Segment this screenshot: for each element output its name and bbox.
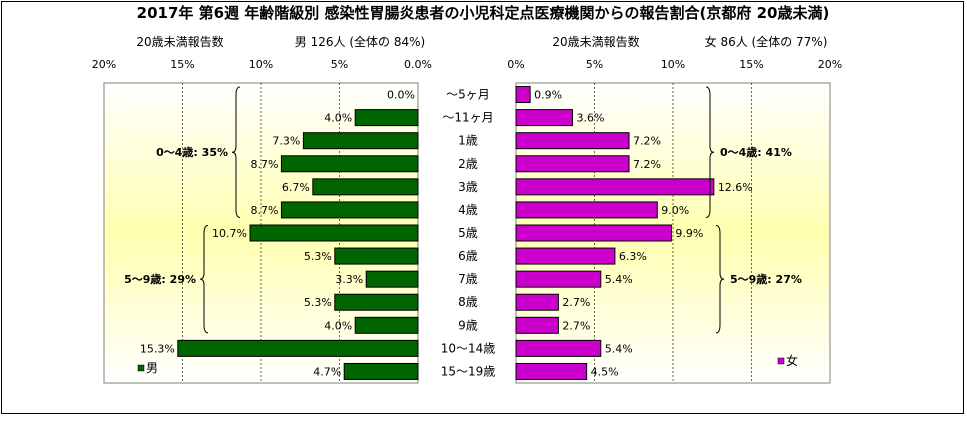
female-bar-value-label: 12.6% [718,181,753,194]
female-bar-value-label: 2.7% [562,319,590,332]
female-bar [515,339,602,357]
male-bar-value-label: 8.7% [250,204,278,217]
female-group-label: 0～4歳: 41% [720,145,792,159]
female-legend-label: 女 [786,353,798,368]
male-bar-value-label: 4.0% [324,319,352,332]
age-category-label: 9歳 [458,318,478,332]
age-category-label: 10～14歳 [441,341,496,355]
age-category-label: 15～19歳 [441,364,496,378]
female-bar [515,224,672,242]
male-bar [354,109,419,127]
female-bar-value-label: 7.2% [633,158,661,171]
female-bar [515,293,559,311]
age-category-label: 5歳 [458,226,478,240]
age-category-label: 6歳 [458,249,478,263]
male-bar [365,270,419,288]
male-bar [334,247,419,265]
female-header-count-label: 20歳未満報告数 [552,34,639,49]
male-bar [302,132,419,150]
male-legend-label: 男 [146,361,158,375]
male-group-label: 5～9歳: 29% [124,272,196,286]
age-category-label: 7歳 [458,272,478,286]
female-bar-value-label: 3.6% [577,112,605,125]
male-header-count-label: 20歳未満報告数 [136,34,223,49]
female-bar-value-label: 2.7% [562,296,590,309]
male-bar [177,339,419,357]
female-group-label: 5～9歳: 27% [730,272,802,286]
male-bar [343,362,419,380]
male-bar-value-label: 3.3% [335,273,363,286]
male-x-tick-label: 15% [170,58,194,71]
age-category-label: ～11ヶ月 [442,111,493,125]
female-bar-value-label: 5.4% [605,342,633,355]
male-group-label: 0～4歳: 35% [156,145,228,159]
male-x-tick-label: 20% [92,58,116,71]
male-bar [334,293,419,311]
male-bar [280,155,419,173]
male-x-tick-label: 10% [249,58,273,71]
age-category-label: 2歳 [458,157,478,171]
female-bar-value-label: 7.2% [633,135,661,148]
female-bar [515,362,588,380]
female-bar [515,109,574,127]
male-group-brace [199,224,209,334]
age-category-label: 8歳 [458,295,478,309]
male-x-tick-label: 5% [331,58,348,71]
male-bar-value-label: 4.7% [313,365,341,378]
chart-title: 2017年 第6週 年齢階級別 感染性胃腸炎患者の小児科定点医療機関からの報告割… [137,4,830,22]
female-bar [515,316,559,334]
female-group-brace [715,224,725,334]
male-bar-value-label: 5.3% [304,250,332,263]
male-bar [249,224,419,242]
female-x-tick-label: 15% [739,58,763,71]
female-bar [515,201,658,219]
female-x-tick-label: 20% [818,58,842,71]
male-bar [312,178,419,196]
female-header-summary: 女 86人 (全体の 77%) [705,34,828,49]
female-bar-value-label: 0.9% [534,89,562,102]
female-x-tick-label: 10% [661,58,685,71]
male-bar-value-label: 15.3% [140,342,175,355]
female-group-brace [705,86,715,218]
female-bar [515,155,630,173]
male-bar [354,316,419,334]
male-group-brace [231,86,241,218]
female-bar [515,86,531,104]
male-bar-value-label: 8.7% [250,158,278,171]
female-bar-value-label: 9.9% [675,227,703,240]
male-bar-value-label: 0.0% [387,89,415,102]
age-category-label: 3歳 [458,180,478,194]
male-bar-value-label: 7.3% [272,135,300,148]
female-bar-value-label: 9.0% [661,204,689,217]
male-bar-value-label: 6.7% [282,181,310,194]
male-x-tick-label: 0.0% [404,58,432,71]
age-category-label: ～5ヶ月 [446,88,490,102]
female-bar-value-label: 5.4% [605,273,633,286]
male-bar-value-label: 5.3% [304,296,332,309]
age-category-label: 4歳 [458,203,478,217]
female-bar [515,132,630,150]
female-bar [515,247,616,265]
female-x-tick-label: 5% [586,58,603,71]
male-legend-swatch [137,364,145,372]
male-header-summary: 男 126人 (全体の 84%) [295,34,425,49]
female-bar-value-label: 6.3% [619,250,647,263]
female-bar [515,270,602,288]
female-bar-value-label: 4.5% [591,365,619,378]
male-bar-value-label: 4.0% [324,112,352,125]
female-x-tick-label: 0% [507,58,524,71]
male-bar [280,201,419,219]
female-bar [515,178,715,196]
age-category-label: 1歳 [458,134,478,148]
female-legend-swatch [777,357,785,365]
male-bar-value-label: 10.7% [212,227,247,240]
